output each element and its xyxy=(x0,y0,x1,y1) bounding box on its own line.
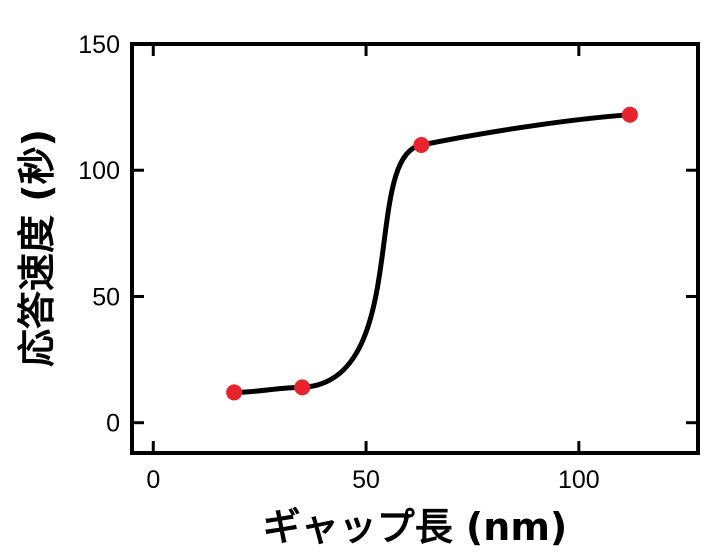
y-tick-label: 150 xyxy=(78,31,120,59)
x-tick-label: 100 xyxy=(558,466,600,494)
x-tick-label: 0 xyxy=(146,466,160,494)
x-axis-title: ギャップ長 (nm) xyxy=(263,505,568,549)
y-tick-label: 0 xyxy=(106,410,120,438)
x-tick-label: 50 xyxy=(352,466,380,494)
data-point xyxy=(294,379,310,395)
data-point xyxy=(413,137,429,153)
tick-labels: 0 50 100 0 50 100 150 xyxy=(78,31,599,494)
data-point xyxy=(622,107,638,123)
y-tick-label: 50 xyxy=(92,283,120,311)
data-points xyxy=(226,107,638,401)
tick-marks xyxy=(132,44,698,453)
plot-frame xyxy=(132,44,698,453)
y-tick-label: 100 xyxy=(78,157,120,185)
y-axis-title: 応答速度 (秒) xyxy=(15,129,59,367)
series-line xyxy=(234,115,630,393)
data-point xyxy=(226,384,242,400)
